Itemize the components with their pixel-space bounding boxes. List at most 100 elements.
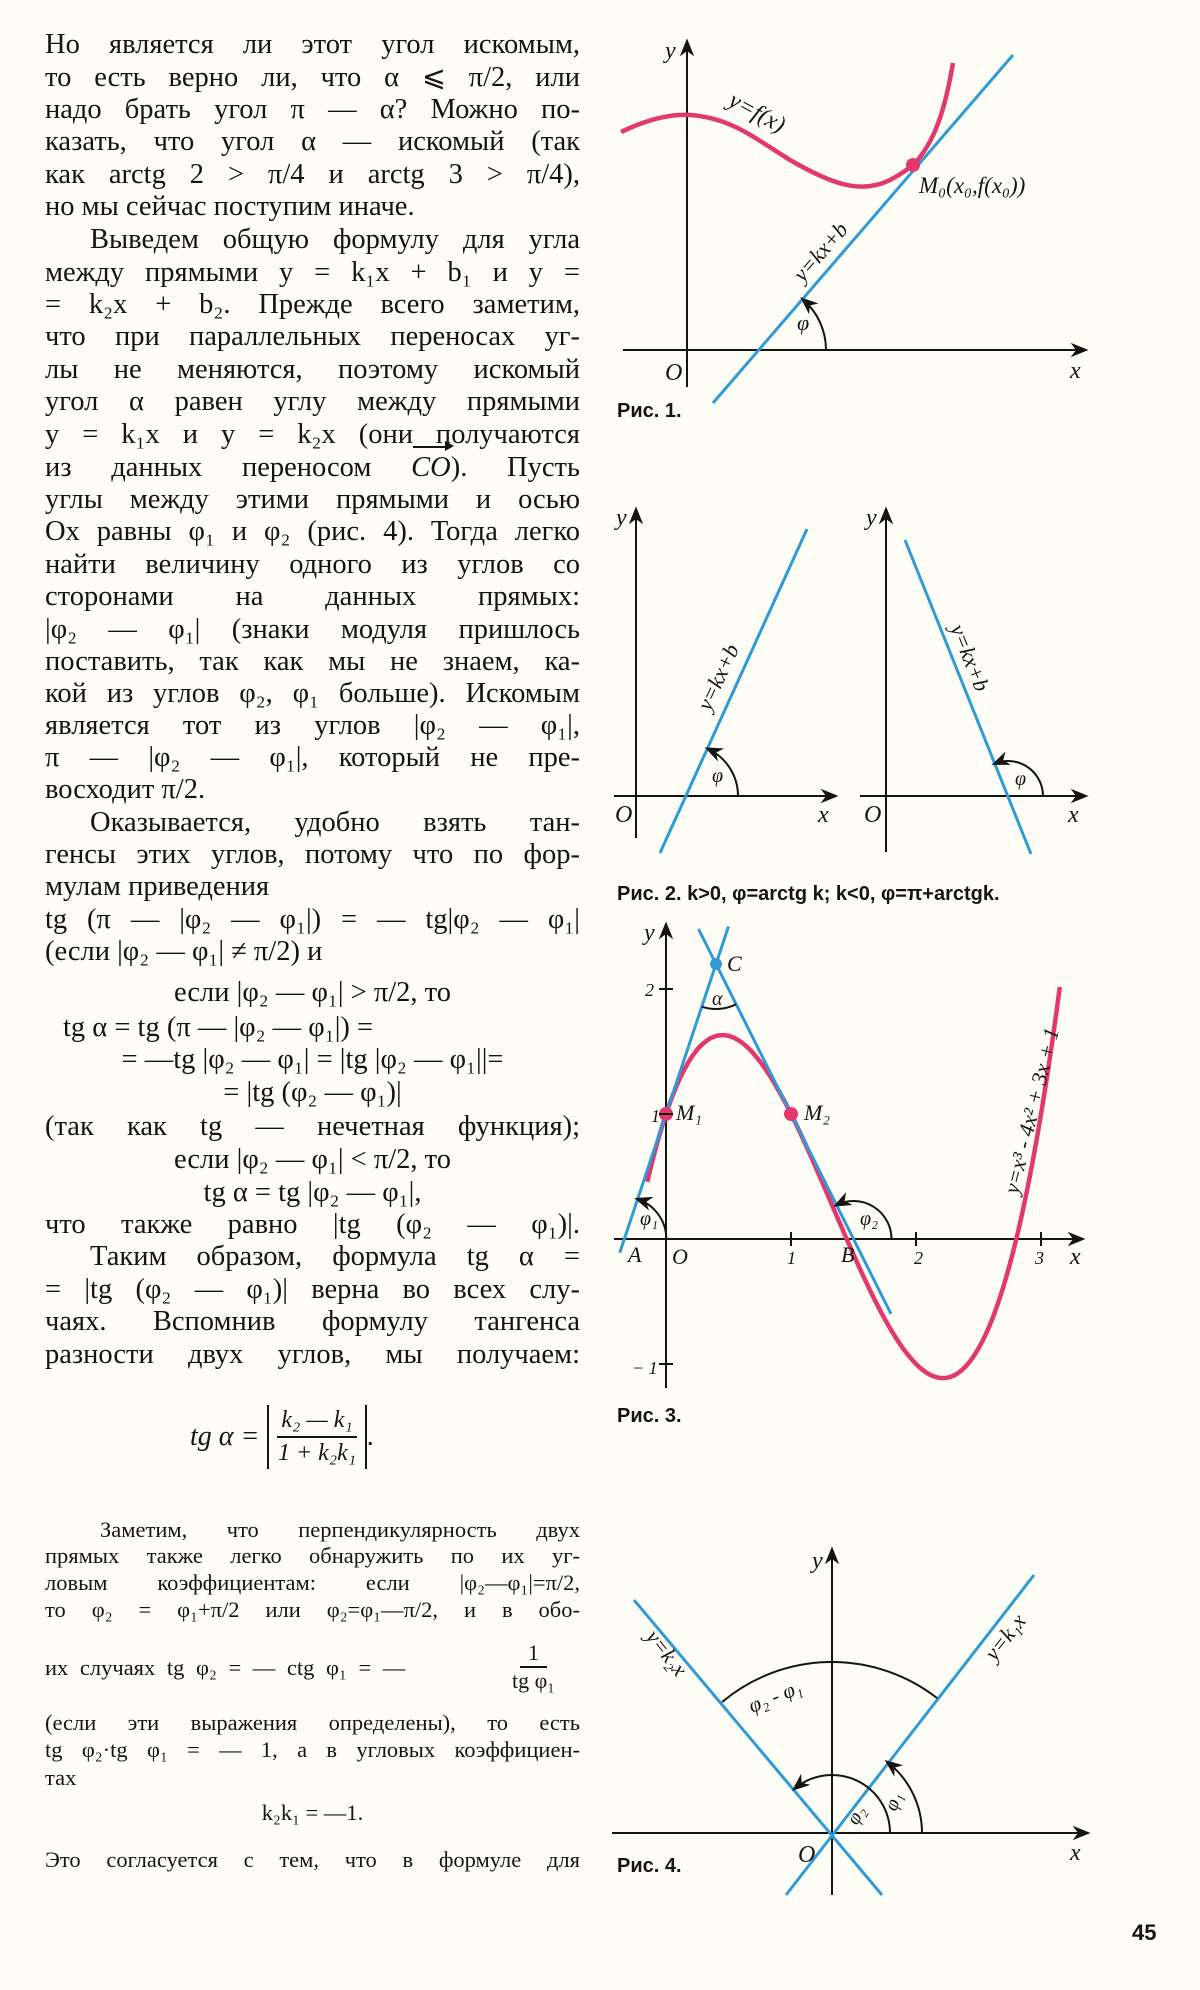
text-line: восходит π/2. bbox=[45, 774, 206, 805]
fraction-numerator: k₂ — k₁ bbox=[277, 1407, 357, 1438]
small-fraction-numerator: 1 bbox=[519, 1640, 547, 1668]
line-k2 bbox=[632, 1599, 884, 1896]
figure-3: y x O A B C M₁ M₂ α φ₁ φ₂ y=x³ - 4x² + 3… bbox=[614, 920, 1086, 1427]
alpha-label: α bbox=[712, 988, 723, 1010]
phi1-label: φ₁ bbox=[880, 1789, 907, 1813]
tangent-line bbox=[711, 54, 1015, 404]
angle-label: φ bbox=[712, 765, 723, 787]
origin-label: O bbox=[672, 1244, 688, 1269]
y-tick-2: 2 bbox=[645, 980, 654, 1000]
x-axis-label: x bbox=[1069, 1840, 1081, 1866]
point-a-label: A bbox=[626, 1242, 642, 1267]
text-line: Таким образом, формула tg α = bbox=[90, 1241, 580, 1272]
small-text-line: Заметим, что перпендикулярность двух bbox=[100, 1517, 580, 1542]
small-text-line: их случаях tg φ₂ = — ctg φ₁ = — bbox=[45, 1655, 406, 1680]
phi1-label: φ₁ bbox=[640, 1208, 658, 1230]
small-fraction-denominator: tg φ₁ bbox=[512, 1668, 555, 1693]
figure-caption: Рис. 4. bbox=[617, 1855, 682, 1877]
text-line: лы не меняются, поэтому искомый bbox=[45, 354, 580, 385]
line-positive-slope bbox=[658, 528, 809, 854]
point-m1-label: M₁ bbox=[675, 1100, 702, 1125]
small-text-line: k₂k₁ = —1. bbox=[261, 1800, 364, 1825]
x-axis-label: x bbox=[1067, 802, 1079, 828]
y-axis-label: y bbox=[663, 38, 676, 64]
cubic-curve bbox=[645, 986, 1063, 1381]
x-axis-label: x bbox=[1069, 358, 1081, 384]
line-k1 bbox=[784, 1574, 1036, 1896]
text-line: Оказывается, удобно взять тан- bbox=[90, 807, 580, 838]
origin-label: O bbox=[665, 360, 682, 386]
text-line: Выведем общую формулу для угла bbox=[90, 224, 580, 255]
small-text-line: (если эти выражения определены), то есть bbox=[45, 1710, 580, 1735]
text-line: y = k₁x и y = k₂x (они получаются bbox=[45, 419, 580, 450]
text-line: (так как tg — нечетная функция); bbox=[45, 1111, 580, 1142]
formula-lhs: tg α = bbox=[190, 1421, 260, 1452]
fraction: k₂ — k₁ 1 + k₂k₁ bbox=[277, 1407, 357, 1467]
x-tick-1: 1 bbox=[787, 1248, 796, 1268]
formula-tail: . bbox=[366, 1421, 374, 1452]
line-k2-label: y=k₂x bbox=[640, 1623, 693, 1681]
figure-caption: Рис. 1. bbox=[617, 400, 682, 422]
text-line: π — |φ₂ — φ₁|, который не пре- bbox=[45, 742, 580, 773]
x-tick-2: 2 bbox=[914, 1248, 923, 1268]
angle-label: φ bbox=[1015, 768, 1026, 790]
y-axis-label: y bbox=[642, 920, 655, 946]
line-negative-slope bbox=[903, 539, 1033, 855]
text-line: Но является ли этот угол искомым, bbox=[45, 29, 580, 60]
figure-caption: Рис. 2. k>0, φ=arctg k; k<0, φ=π+arctgk. bbox=[617, 883, 1000, 905]
angle-arc-phi2 bbox=[833, 1192, 893, 1240]
text-line: разности двух углов, мы получаем: bbox=[45, 1339, 580, 1370]
y-tick-minus-1: − 1 bbox=[632, 1358, 658, 1378]
fraction-denominator: 1 + k₂k₁ bbox=[277, 1440, 357, 1466]
line-label: y=kx+b bbox=[691, 640, 744, 716]
y-axis-label: y bbox=[614, 505, 627, 531]
text-line: найти величину одного из углов со bbox=[45, 549, 580, 580]
tangent-difference-formula: tg α = k₂ — k₁ 1 + k₂k₁ . bbox=[190, 1405, 374, 1469]
angle-label: φ bbox=[797, 310, 809, 335]
text-line: поставить, так как мы не знаем, ка- bbox=[45, 646, 580, 677]
angle-arc-phi1 bbox=[884, 1759, 923, 1834]
text-line: углы между этими прямыми и осью bbox=[45, 484, 580, 515]
y-tick-1: 1 bbox=[651, 1106, 660, 1126]
tangent-line-m1 bbox=[618, 926, 730, 1254]
x-axis-label: x bbox=[817, 802, 829, 828]
tangent-point bbox=[906, 158, 920, 172]
text-line: = k₂x + b₂. Прежде всего заметим, bbox=[45, 289, 580, 320]
figure-1: y x O y=f(x) y=kx+b M₀(x₀,f(x₀)) φ Рис. … bbox=[617, 38, 1089, 422]
text-line: казать, что угол α — искомый (так bbox=[45, 126, 580, 157]
point-m2-label: M₂ bbox=[803, 1100, 830, 1125]
figure-4: y x O y=k₁x y=k₂x φ₂ - φ₁ φ₁ φ₂ Рис. 4. bbox=[612, 1546, 1091, 1896]
small-text-line: ловым коэффициентам: если |φ₂—φ₁|=π/2, bbox=[45, 1570, 580, 1595]
point-label: M₀(x₀,f(x₀)) bbox=[918, 173, 1025, 198]
point-b-label: B bbox=[841, 1242, 854, 1267]
axis-ticks bbox=[659, 988, 1042, 1365]
text-line: то есть верно ли, что α ⩽ π/2, или bbox=[45, 62, 580, 93]
text-line: надо брать угол π — α? Можно по- bbox=[45, 94, 580, 125]
function-curve bbox=[620, 62, 956, 189]
text-line: из данных переносом CO). Пусть bbox=[45, 452, 580, 483]
y-axis-label: y bbox=[810, 1548, 823, 1574]
small-text-line: прямых также легко обнаружить по их уг- bbox=[45, 1543, 580, 1568]
angle-arc-alpha bbox=[701, 1003, 737, 1010]
text-line: генсы этих углов, потому что по фор- bbox=[45, 839, 580, 870]
x-axis-label: x bbox=[1069, 1244, 1081, 1270]
text-line: чаях. Вспомнив формулу тангенса bbox=[45, 1306, 580, 1337]
text-line: кой из углов φ₂, φ₁ больше). Искомым bbox=[45, 678, 580, 709]
angle-arc bbox=[704, 747, 739, 797]
angle-arc bbox=[800, 297, 827, 351]
text-line: (если |φ₂ — φ₁| ≠ π/2) и bbox=[45, 936, 323, 967]
angle-arc-difference bbox=[721, 1661, 938, 1703]
text-line: tg α = tg (π — |φ₂ — φ₁|) = bbox=[63, 1012, 374, 1043]
text-line: = —tg |φ₂ — φ₁| = |tg |φ₂ — φ₁||= bbox=[121, 1044, 504, 1075]
text-line: является тот из углов |φ₂ — φ₁|, bbox=[45, 710, 580, 741]
point-c-label: C bbox=[727, 951, 742, 976]
phi2-label: φ₂ bbox=[842, 1802, 870, 1829]
tangent-line-m2 bbox=[697, 928, 893, 1315]
origin-label: O bbox=[864, 802, 881, 828]
text-line: = |tg (φ₂ — φ₁)| bbox=[223, 1077, 402, 1108]
absolute-value: k₂ — k₁ 1 + k₂k₁ bbox=[267, 1405, 367, 1469]
text-line: как arctg 2 > π/4 и arctg 3 > π/4), bbox=[45, 159, 580, 190]
text-line: угол α равен углу между прямыми bbox=[45, 386, 580, 417]
text-line: tg α = tg |φ₂ — φ₁|, bbox=[203, 1177, 422, 1208]
